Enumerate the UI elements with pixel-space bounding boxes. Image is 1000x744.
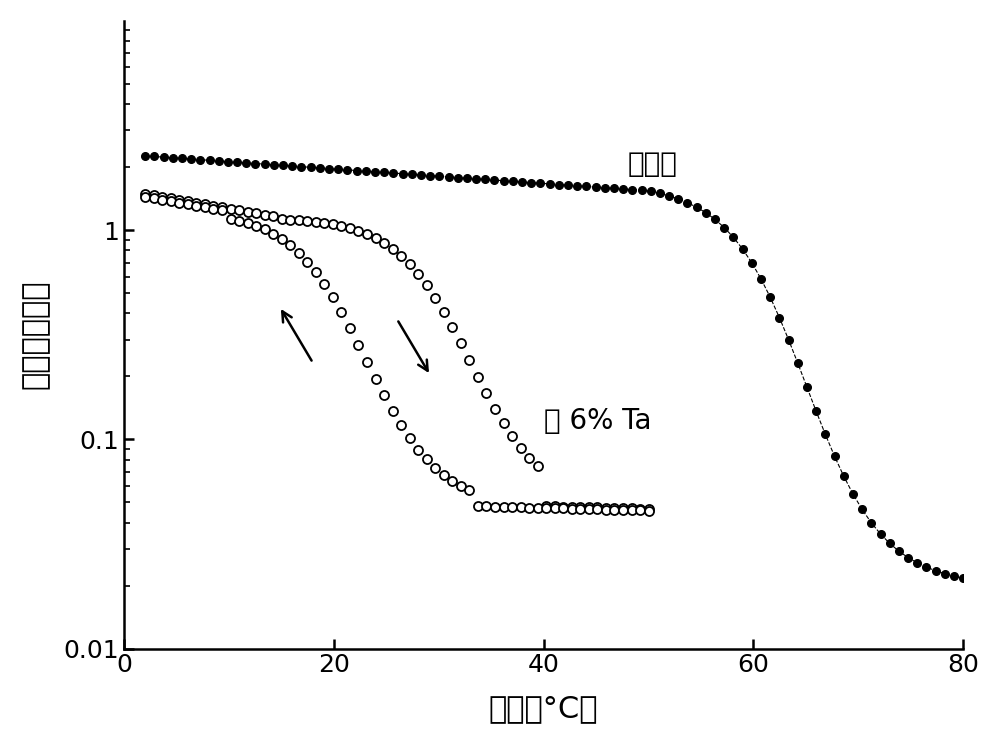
Text: 未掺杂: 未掺杂 (628, 150, 677, 178)
X-axis label: 温度（°C）: 温度（°C） (489, 694, 598, 723)
Text: 掺 6% Ta: 掺 6% Ta (544, 407, 651, 435)
Y-axis label: 电阱（兆欧）: 电阱（兆欧） (21, 280, 50, 390)
